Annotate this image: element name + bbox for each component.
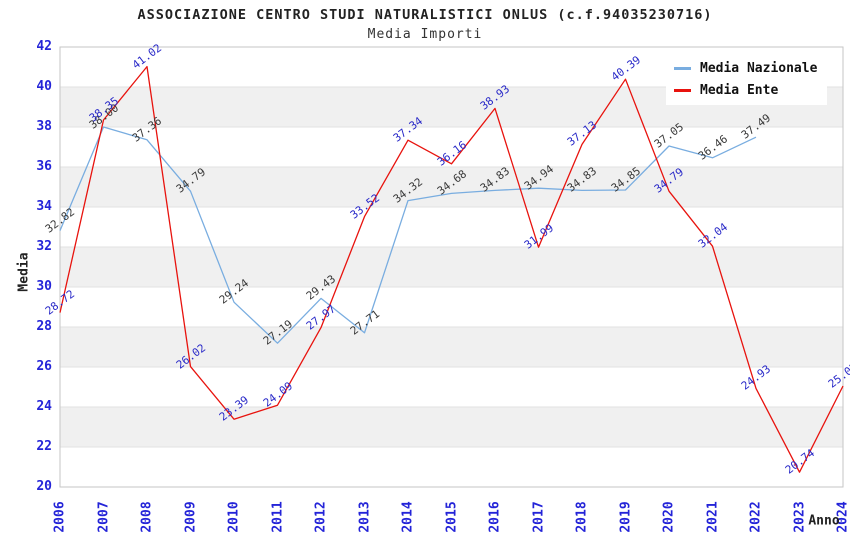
y-tick-label: 26 [36, 359, 52, 374]
plot-band [60, 327, 843, 367]
x-tick-label: 2006 [52, 501, 68, 533]
x-tick-label: 2011 [270, 501, 285, 533]
chart-title: ASSOCIAZIONE CENTRO STUDI NATURALISTICI … [137, 7, 713, 23]
plot-band [60, 167, 843, 207]
x-tick-label: 2023 [792, 501, 807, 533]
x-tick-label: 2009 [183, 501, 198, 533]
y-tick-label: 20 [36, 479, 52, 494]
y-tick-label: 28 [36, 319, 52, 334]
x-tick-label: 2017 [531, 501, 546, 533]
y-tick-label: 34 [36, 199, 52, 214]
plot-band [60, 447, 843, 487]
series-line-media-ente [59, 65, 844, 473]
y-tick-label: 38 [36, 119, 52, 134]
x-tick-label: 2018 [574, 501, 590, 533]
legend-item-media-nazionale: Media Nazionale [674, 61, 817, 76]
x-tick-label: 2021 [705, 501, 720, 533]
chart-subtitle: Media Importi [367, 27, 483, 42]
legend-item-media-ente: Media Ente [674, 83, 817, 98]
y-tick-label: 24 [36, 399, 52, 414]
plot-band [60, 287, 843, 327]
legend: Media Nazionale Media Ente [666, 56, 828, 105]
y-tick-label: 30 [36, 279, 52, 294]
x-tick-label: 2013 [357, 501, 372, 533]
plot-border [59, 46, 844, 488]
x-tick-label: 2012 [313, 501, 329, 533]
y-tick-label: 22 [36, 439, 52, 454]
x-tick-label: 2019 [618, 501, 633, 533]
x-axis-title: Anno [808, 513, 840, 529]
y-tick-label: 32 [36, 239, 52, 254]
red-line-swatch-icon [674, 89, 691, 92]
x-tick-label: 2014 [400, 501, 416, 533]
plot-band [60, 207, 843, 247]
plot-band [60, 127, 843, 167]
series-line-media-nazionale [59, 126, 757, 344]
blue-line-swatch-icon [674, 67, 691, 70]
plot-band [60, 407, 843, 447]
y-axis-title: Media [16, 252, 32, 292]
x-tick-label: 2015 [444, 501, 459, 533]
x-tick-label: 2016 [487, 501, 503, 533]
x-tick-label: 2020 [661, 501, 677, 533]
y-tick-label: 40 [36, 79, 52, 94]
x-tick-label: 2007 [96, 501, 111, 533]
x-tick-label: 2010 [226, 501, 242, 533]
x-tick-label: 2022 [748, 501, 764, 533]
x-tick-label: 2008 [139, 501, 155, 533]
plot-band [60, 367, 843, 407]
legend-label-media-ente: Media Ente [700, 83, 779, 98]
plot-band [60, 247, 843, 287]
y-tick-label: 36 [36, 159, 52, 174]
y-tick-label: 42 [36, 39, 52, 54]
legend-label-media-nazionale: Media Nazionale [700, 61, 818, 76]
